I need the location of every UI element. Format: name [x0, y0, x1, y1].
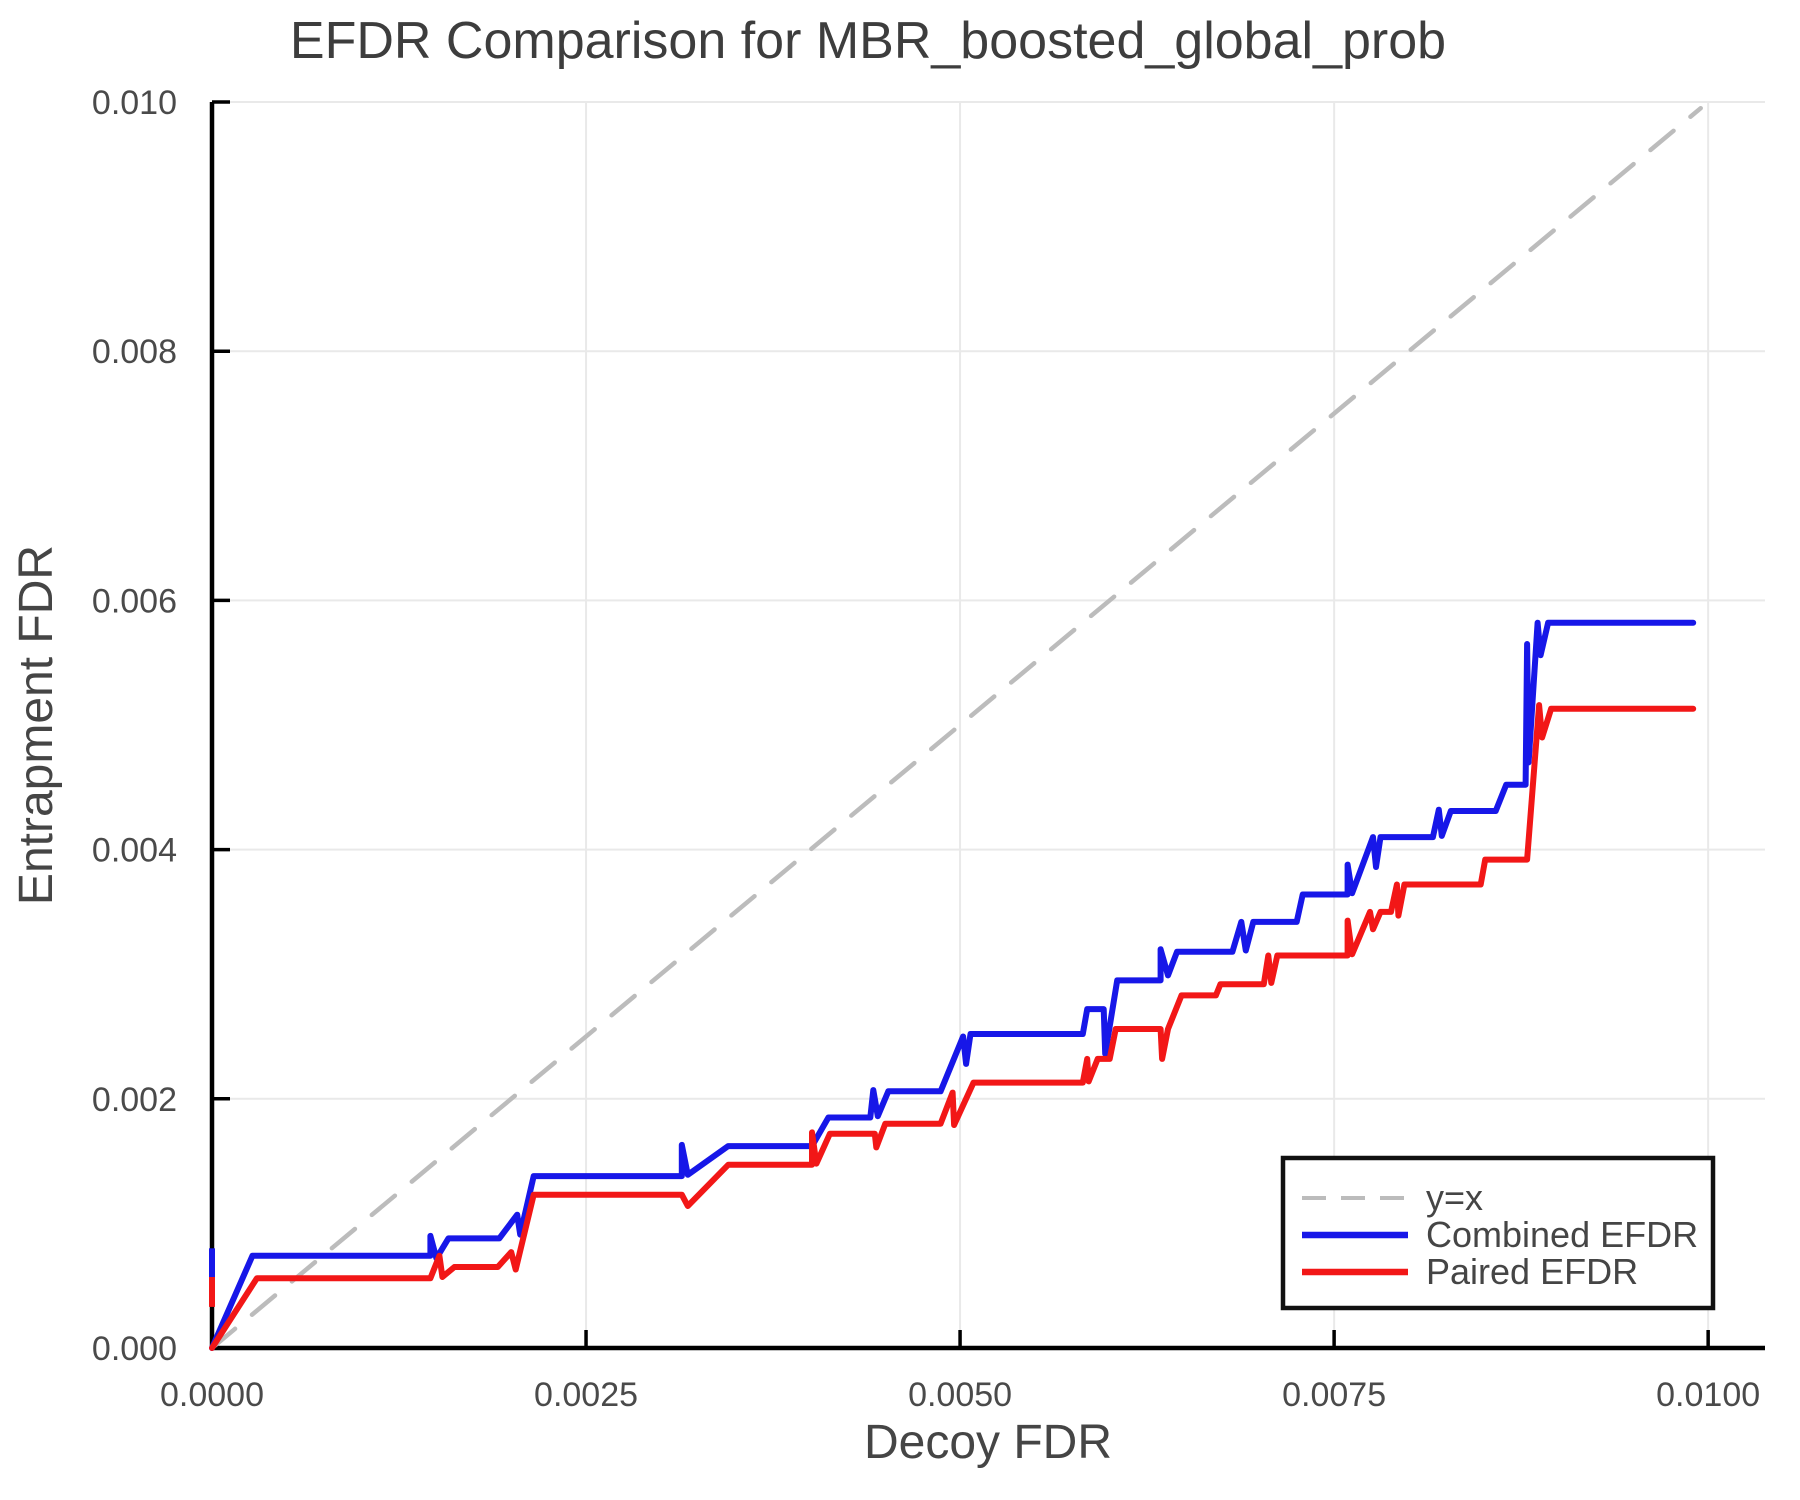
chart-title: EFDR Comparison for MBR_boosted_global_p… — [290, 12, 1446, 70]
x-tick-label: 0.0075 — [1282, 1376, 1386, 1414]
legend-label-paired: Paired EFDR — [1426, 1251, 1638, 1292]
series-combined-efdr — [209, 619, 1697, 1351]
y-tick-label: 0.000 — [92, 1330, 177, 1368]
plot-area: 0.0000 0.0025 0.0050 0.0075 0.0100 0.000 0.002… — [92, 84, 1765, 1414]
y-axis-label: Entrapment FDR — [10, 545, 63, 905]
x-tick-label: 0.0000 — [160, 1376, 264, 1414]
x-tick-label: 0.0025 — [534, 1376, 638, 1414]
y-tick-label: 0.008 — [92, 333, 177, 371]
legend: y=x Combined EFDR Paired EFDR — [1280, 1155, 1716, 1311]
y-tick-label: 0.006 — [92, 582, 177, 620]
legend-label-combined: Combined EFDR — [1426, 1214, 1698, 1255]
series-y-x — [209, 105, 1703, 1351]
series-paired-efdr — [209, 702, 1697, 1351]
y-tick-label: 0.002 — [92, 1081, 177, 1119]
x-tick-label: 0.0100 — [1656, 1376, 1760, 1414]
legend-box — [1280, 1155, 1716, 1311]
x-tick-label: 0.0050 — [908, 1376, 1012, 1414]
x-axis-label: Decoy FDR — [864, 1416, 1112, 1469]
y-tick-label: 0.004 — [92, 832, 177, 870]
y-tick-label: 0.010 — [92, 84, 177, 122]
legend-label-identity: y=x — [1426, 1177, 1483, 1218]
